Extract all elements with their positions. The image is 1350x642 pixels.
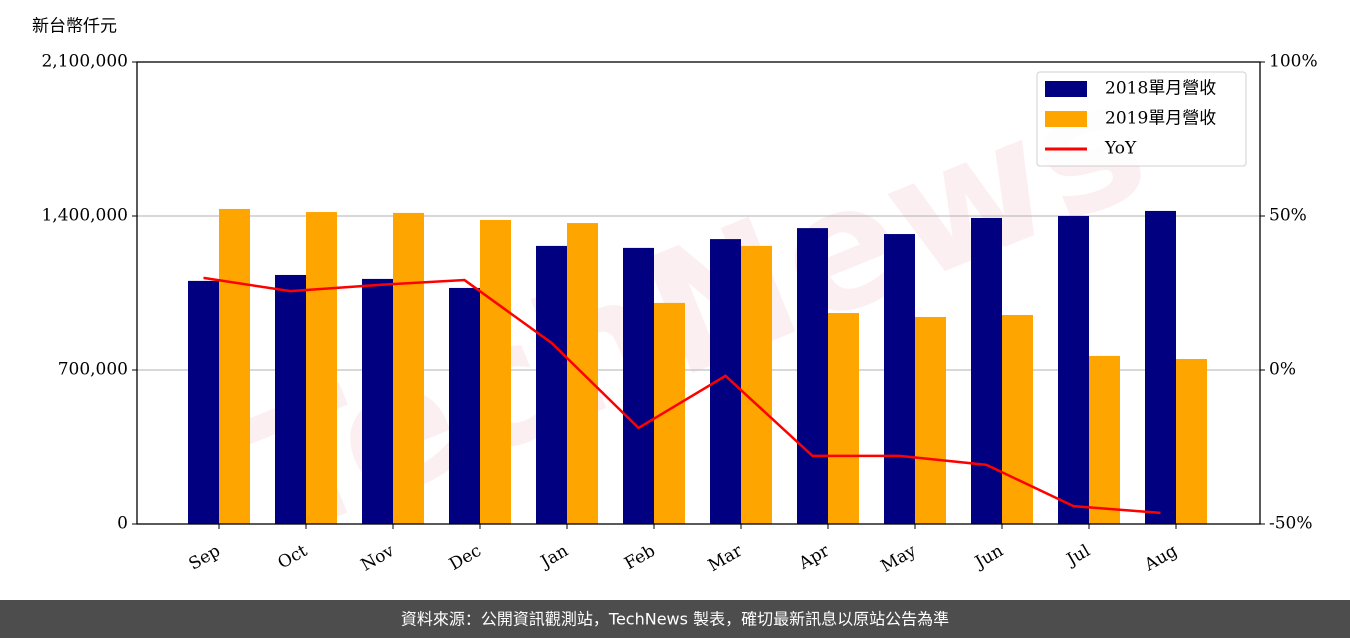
x-tick-label: Apr — [795, 540, 834, 574]
x-tick-label: Jan — [536, 541, 572, 573]
bar — [884, 234, 915, 525]
legend-box — [1036, 71, 1247, 167]
plot-frame — [136, 61, 1261, 525]
footer-bar — [0, 600, 1350, 638]
bar — [393, 212, 424, 525]
legend-label: 2018單月營收 — [1105, 79, 1216, 99]
footer-text: 資料來源：公開資訊觀測站，TechNews 製表，確切最新訊息以原站公告為準 — [401, 610, 949, 629]
bar — [971, 217, 1002, 525]
y-tick-label: 2,100,000 — [41, 52, 128, 72]
x-tick-label: May — [878, 541, 921, 577]
x-tick-label: Jul — [1062, 541, 1094, 571]
bar — [828, 313, 859, 524]
bar — [480, 219, 511, 524]
y2-tick-label: -50% — [1269, 514, 1313, 534]
bar — [306, 212, 337, 525]
x-tick-label: Dec — [446, 541, 485, 575]
bar — [536, 245, 567, 525]
legend-swatch — [1045, 81, 1087, 97]
bar — [362, 278, 393, 524]
y2-tick-label: 50% — [1269, 206, 1307, 226]
line — [203, 276, 1161, 515]
bar — [1145, 210, 1176, 524]
bar — [1058, 216, 1089, 524]
bar — [915, 316, 946, 524]
legend-swatch — [1045, 111, 1087, 127]
y2-tick-label: 0% — [1269, 360, 1296, 380]
y-axis-label: 新台幣仟元 — [32, 17, 117, 37]
y-tick-label: 1,400,000 — [41, 206, 128, 226]
bar — [219, 208, 250, 524]
y2-tick-label: 100% — [1269, 52, 1318, 72]
bar — [449, 287, 480, 524]
x-tick-label: Jun — [970, 541, 1007, 574]
bar — [1002, 315, 1033, 524]
bar — [1089, 355, 1120, 524]
bar — [1176, 359, 1207, 524]
bar — [275, 274, 306, 524]
y-tick-label: 0 — [117, 514, 128, 534]
legend-label: YoY — [1104, 139, 1137, 159]
y-tick-label: 700,000 — [58, 360, 128, 380]
x-tick-label: Aug — [1140, 541, 1181, 576]
bar — [797, 228, 828, 524]
x-tick-label: Sep — [186, 541, 224, 575]
bar — [623, 247, 654, 524]
bar — [188, 280, 219, 524]
x-tick-label: Mar — [705, 540, 747, 576]
legend-label: 2019單月營收 — [1105, 109, 1216, 129]
x-tick-label: Feb — [621, 541, 659, 574]
bar — [654, 302, 685, 524]
bar — [741, 245, 772, 525]
